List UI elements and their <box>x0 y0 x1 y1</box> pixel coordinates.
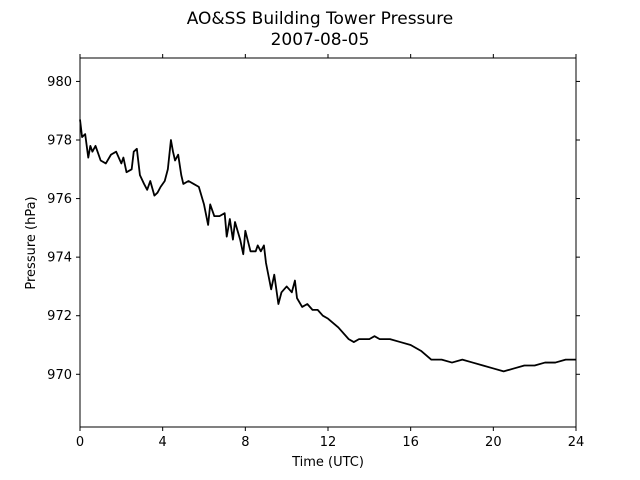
chart-title: AO&SS Building Tower Pressure <box>187 9 454 29</box>
y-tick-label: 974 <box>47 251 72 266</box>
x-axis-label: Time (UTC) <box>291 455 364 470</box>
y-axis-label: Pressure (hPa) <box>24 196 39 289</box>
pressure-line <box>79 119 576 373</box>
x-tick-label: 12 <box>320 435 337 450</box>
x-tick-label: 16 <box>402 435 419 450</box>
y-tick-label: 970 <box>47 368 72 383</box>
plot-frame <box>79 57 577 428</box>
x-tick-label: 8 <box>241 435 249 450</box>
chart-subtitle: 2007-08-05 <box>271 30 370 50</box>
y-tick-label: 978 <box>47 134 72 149</box>
y-tick-label: 980 <box>47 75 72 90</box>
x-tick-label: 4 <box>159 435 167 450</box>
x-tick-label: 24 <box>568 435 585 450</box>
y-tick-label: 972 <box>47 309 72 324</box>
x-tick-label: 0 <box>76 435 84 450</box>
y-tick-label: 976 <box>47 192 72 207</box>
x-tick-label: 20 <box>485 435 502 450</box>
